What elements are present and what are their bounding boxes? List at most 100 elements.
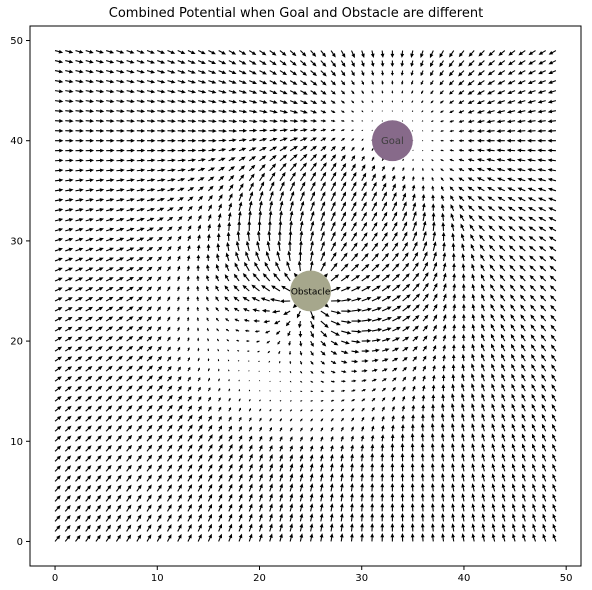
field-arrow: [279, 493, 283, 502]
field-arrow: [548, 60, 557, 65]
field-arrow: [157, 60, 166, 64]
field-arrow: [197, 405, 202, 412]
field-arrow: [360, 444, 365, 452]
field-arrow: [287, 330, 291, 337]
field-arrow: [116, 89, 125, 94]
field-arrow: [371, 338, 381, 343]
field-arrow: [451, 393, 455, 402]
field-arrow: [391, 252, 399, 262]
field-arrow: [95, 524, 101, 532]
field-arrow: [126, 148, 135, 153]
field-arrow: [501, 443, 506, 452]
field-arrow: [390, 60, 395, 67]
field-arrow: [517, 100, 526, 104]
field-arrow: [508, 50, 516, 56]
field-arrow: [441, 483, 445, 492]
field-arrow: [400, 513, 405, 522]
field-arrow: [217, 213, 222, 222]
field-arrow: [146, 454, 153, 462]
field-arrow: [126, 89, 135, 94]
field-arrow: [115, 494, 122, 502]
field-arrow: [218, 463, 223, 472]
field-arrow: [451, 523, 455, 532]
field-arrow: [233, 307, 240, 312]
field-arrow: [451, 503, 455, 512]
field-arrow: [310, 80, 318, 86]
field-arrow: [299, 171, 307, 182]
field-arrow: [85, 514, 91, 522]
field-arrow: [187, 168, 196, 172]
field-arrow: [75, 247, 84, 252]
field-arrow: [477, 186, 485, 192]
field-arrow: [371, 263, 380, 272]
field-arrow: [506, 129, 516, 133]
field-arrow: [391, 191, 397, 202]
field-arrow: [532, 493, 537, 502]
field-arrow: [116, 316, 124, 322]
field-arrow: [54, 99, 64, 104]
field-arrow: [522, 483, 526, 492]
field-arrow: [439, 80, 444, 86]
field-arrow: [207, 533, 212, 542]
field-arrow: [258, 190, 264, 202]
field-arrow: [507, 70, 516, 75]
field-arrow: [147, 138, 156, 143]
field-arrow: [279, 436, 283, 442]
field-arrow: [299, 220, 304, 231]
field-arrow: [146, 444, 153, 452]
field-arrow: [105, 336, 113, 342]
field-arrow: [228, 397, 231, 402]
field-arrow: [116, 336, 124, 342]
field-arrow: [126, 365, 133, 372]
field-arrow: [75, 227, 84, 232]
field-arrow: [432, 251, 437, 262]
field-arrow: [238, 147, 247, 152]
field-arrow: [176, 296, 180, 302]
field-arrow: [341, 389, 346, 393]
field-arrow: [197, 396, 202, 402]
field-arrow: [177, 356, 181, 362]
field-arrow: [218, 50, 227, 55]
field-arrow: [511, 493, 516, 502]
field-arrow: [371, 296, 382, 302]
field-arrow: [330, 211, 336, 222]
field-arrow: [361, 318, 373, 323]
field-arrow: [248, 164, 256, 172]
field-arrow: [187, 366, 191, 372]
field-arrow: [54, 326, 63, 332]
field-arrow: [157, 79, 166, 84]
field-arrow: [309, 493, 314, 502]
field-arrow: [411, 414, 415, 422]
field-arrow: [177, 504, 182, 512]
field-arrow: [85, 405, 92, 412]
field-arrow: [451, 533, 455, 542]
field-arrow: [360, 472, 364, 482]
field-arrow: [330, 380, 336, 383]
field-arrow: [440, 194, 445, 201]
field-arrow: [54, 376, 62, 382]
field-arrow: [341, 330, 352, 335]
field-arrow: [391, 100, 394, 103]
field-arrow: [300, 137, 308, 142]
field-arrow: [126, 207, 135, 212]
field-arrow: [551, 413, 557, 422]
field-arrow: [518, 235, 526, 242]
field-arrow: [299, 503, 304, 512]
field-arrow: [269, 417, 272, 422]
field-arrow: [238, 369, 240, 372]
field-arrow: [156, 434, 163, 442]
field-arrow: [547, 90, 557, 94]
field-arrow: [370, 452, 375, 462]
field-arrow: [228, 533, 233, 542]
field-arrow: [187, 395, 192, 402]
field-arrow: [146, 464, 152, 472]
field-arrow: [238, 503, 243, 512]
field-arrow: [432, 293, 438, 302]
field-arrow: [95, 99, 105, 104]
field-arrow: [381, 285, 391, 292]
field-arrow: [206, 296, 209, 302]
field-arrow: [75, 188, 84, 193]
field-arrow: [361, 110, 364, 113]
field-arrow: [320, 145, 327, 152]
field-arrow: [451, 493, 455, 502]
